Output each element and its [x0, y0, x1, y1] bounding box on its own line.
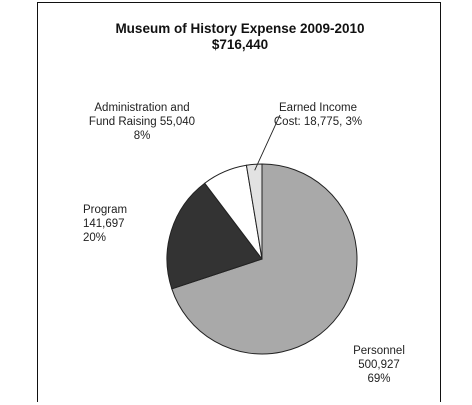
slice-label-administration-and-fund-raising: Administration and Fund Raising 55,040 8% [89, 102, 195, 142]
pie-slice-personnel [171, 163, 358, 355]
slice-label-line: Personnel [353, 345, 405, 357]
slice-labels: Personnel 500,927 69% Program 141,697 20% Admi… [83, 102, 405, 385]
pie-slices [166, 163, 358, 355]
chart-subtitle: $716,440 [212, 37, 268, 52]
slice-label-line: Cost: 18,775, 3% [274, 116, 362, 128]
chart-frame: Museum of History Expense 2009-2010 $716… [37, 2, 441, 402]
leader-lines [254, 114, 281, 171]
slice-label-line: 20% [83, 232, 106, 244]
slice-label-line: 141,697 [83, 218, 125, 230]
slice-label-program: Program 141,697 20% [83, 204, 127, 244]
pie-slice-earned-income-cost [245, 163, 263, 260]
slice-label-earned-income-cost: Earned Income Cost: 18,775, 3% [274, 102, 362, 128]
chart-title: Museum of History Expense 2009-2010 [115, 21, 364, 36]
slice-label-line: 69% [367, 373, 390, 385]
pie-chart: Museum of History Expense 2009-2010 $716… [83, 21, 405, 385]
slice-label-line: Fund Raising 55,040 [89, 116, 195, 128]
slice-label-personnel: Personnel 500,927 69% [353, 345, 405, 385]
pie-slice-program [166, 182, 263, 290]
slice-label-line: 500,927 [358, 359, 400, 371]
slice-label-line: Administration and [94, 102, 189, 114]
slice-label-line: Program [83, 204, 127, 216]
slice-label-line: Earned Income [279, 102, 357, 114]
slice-label-line: 8% [134, 130, 151, 142]
leader-line [254, 114, 281, 171]
